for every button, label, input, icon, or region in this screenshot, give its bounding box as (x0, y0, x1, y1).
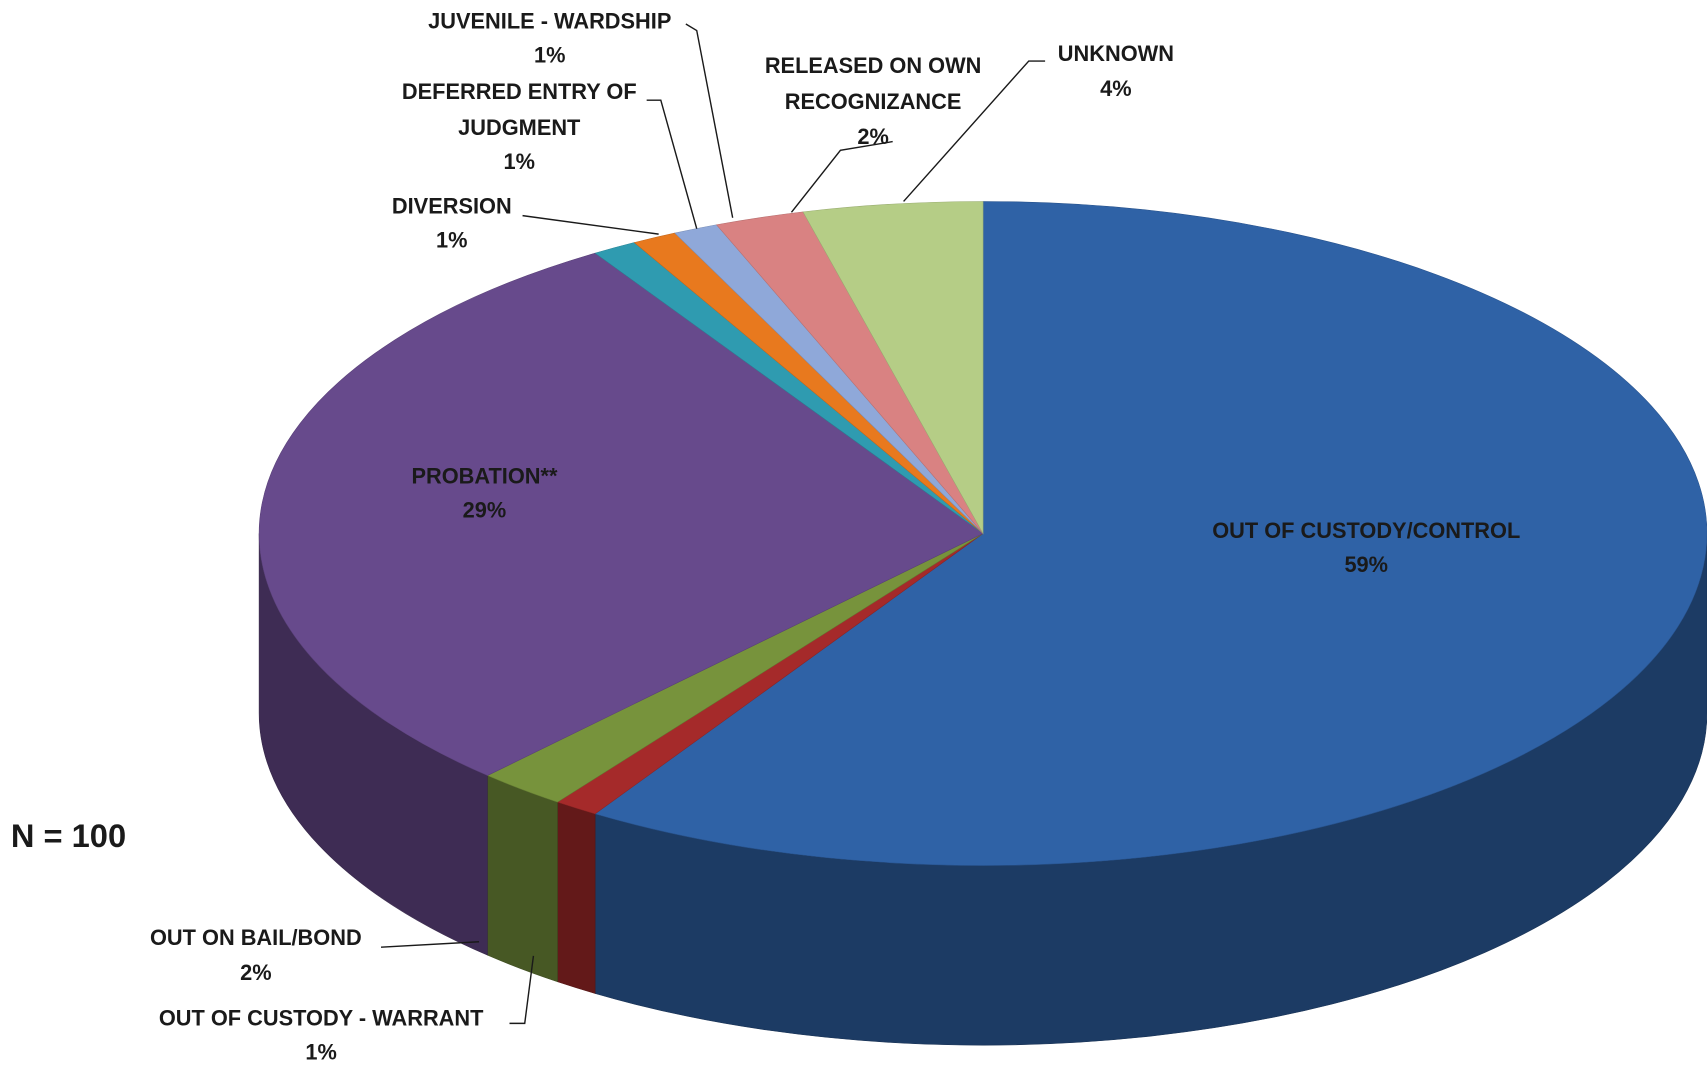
leader-line (685, 23, 734, 218)
slice (802, 201, 984, 535)
value-label: 1% (305, 1040, 336, 1065)
category-label: DIVERSION (391, 194, 512, 219)
value-label: 1% (436, 227, 467, 252)
value-label: 29% (463, 497, 507, 522)
leader-line (903, 60, 1046, 202)
category-label: OUT OF CUSTODY - WARRANT (158, 1007, 484, 1032)
category-label: PROBATION** (411, 464, 558, 489)
value-label: 4% (1100, 76, 1131, 101)
category-label: OUT OF CUSTODY/CONTROL (1212, 519, 1521, 544)
label-box: OUT OF CUSTODY - WARRANT (158, 1007, 484, 1032)
label-box: UNKNOWN (1057, 42, 1174, 67)
slice-side (487, 775, 558, 983)
value-label: 1% (504, 149, 535, 174)
slice (594, 201, 1707, 866)
label-box: DEFERRED ENTRY OF JUDGMENT (401, 80, 637, 141)
leader-line (380, 941, 480, 948)
slice (258, 252, 984, 776)
value-label: 2% (240, 960, 271, 985)
slice-side (557, 801, 596, 994)
category-label: JUVENILE - WARDSHIP (428, 9, 672, 34)
label-box: OUT OF CUSTODY/CONTROL (1212, 519, 1521, 544)
label-box: JUVENILE - WARDSHIP (428, 9, 672, 34)
category-label: DEFERRED ENTRY OF JUDGMENT (401, 80, 637, 141)
leader-line (646, 99, 698, 229)
label-box: OUT ON BAIL/BOND (149, 926, 362, 951)
label-box: RELEASED ON OWN RECOGNIZANCE (764, 54, 982, 115)
sample-size: N = 100 (11, 817, 126, 854)
leader-line (509, 955, 535, 1025)
label-box: PROBATION** (411, 464, 558, 489)
category-label: UNKNOWN (1057, 42, 1174, 67)
category-label: RELEASED ON OWN RECOGNIZANCE (764, 54, 982, 115)
value-label: 59% (1344, 552, 1388, 577)
category-label: OUT ON BAIL/BOND (149, 926, 362, 951)
leader-line (790, 140, 893, 213)
label-box: DIVERSION (391, 194, 512, 219)
leader-line (522, 214, 659, 235)
value-label: 1% (534, 42, 565, 67)
